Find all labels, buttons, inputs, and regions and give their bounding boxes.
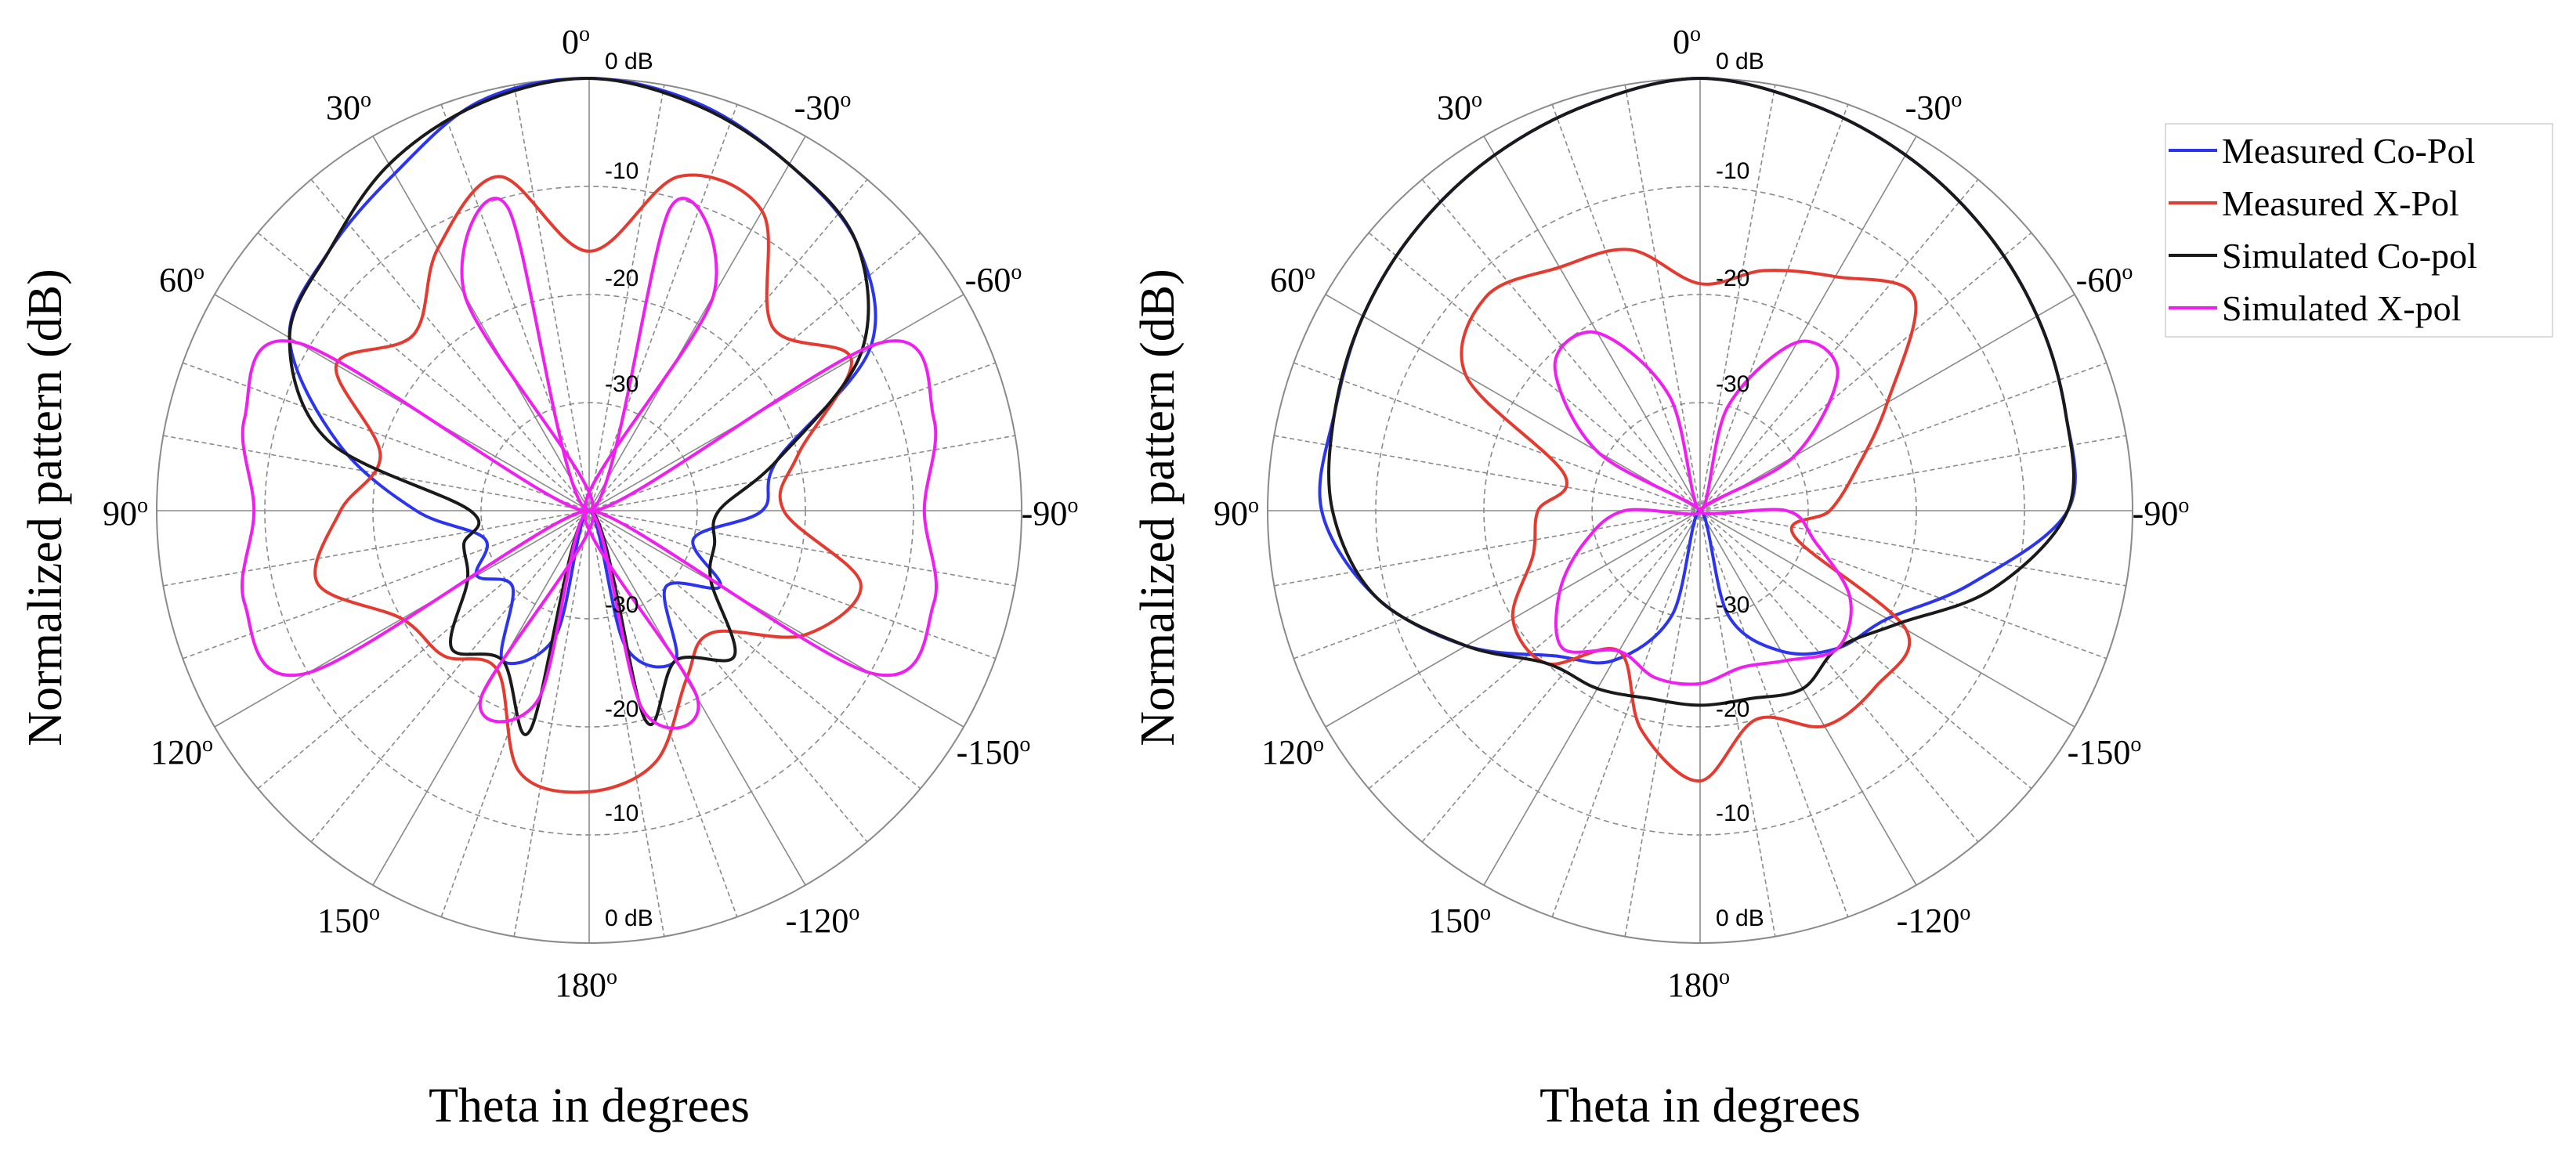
- legend: Measured Co-Pol Measured X-Pol Simulated…: [2165, 123, 2553, 338]
- polar-plot-left: 0 dB -10 -20 -30 -30 -20 -10 0 dB 0o 180…: [19, 22, 1078, 1133]
- angle-label-bottom-left: 150o: [1428, 901, 1491, 940]
- ring-10: [264, 186, 914, 836]
- ring-label-top-2: -20: [1716, 266, 1749, 291]
- angle-label-bottom-right: -120o: [1897, 901, 1971, 940]
- labels-right: 0 dB -10 -20 -30 -30 -20 -10 0 dB 0o 180…: [1131, 22, 2189, 1133]
- angle-label-mid-right: -60o: [2076, 260, 2133, 299]
- angle-label-top: 0o: [1673, 22, 1701, 61]
- legend-label-measured-copol: Measured Co-Pol: [2222, 131, 2475, 171]
- angle-label-upper-left: 30o: [326, 88, 371, 127]
- ring-label-top-3: -30: [605, 371, 639, 397]
- ring-label-top-3: -30: [1716, 371, 1749, 397]
- angle-label-right: -90o: [1022, 493, 1079, 533]
- ring-label-top-0: 0 dB: [605, 49, 653, 74]
- ring-label-top-0: 0 dB: [1716, 49, 1764, 74]
- legend-label-measured-xpol: Measured X-Pol: [2222, 183, 2459, 223]
- angle-label-mid-left: 60o: [1270, 260, 1315, 299]
- angle-label-right: -90o: [2133, 493, 2190, 533]
- angle-label-bottom: 180o: [555, 965, 617, 1004]
- ring-label-bottom-3: 0 dB: [605, 905, 653, 931]
- ring-label-bottom-0: -30: [1716, 592, 1749, 618]
- x-axis-title-right: Theta in degrees: [1539, 1079, 1861, 1133]
- series-line-simulated-xpol: [1553, 330, 1853, 686]
- ring-label-top-1: -10: [605, 158, 639, 184]
- angle-label-left: 90o: [103, 493, 148, 533]
- x-axis-title-left: Theta in degrees: [429, 1079, 750, 1133]
- ring-30: [1591, 402, 1809, 620]
- ring-label-bottom-1: -20: [1716, 696, 1749, 722]
- series-line-simulated-copol: [1327, 77, 2075, 707]
- ring-20: [1483, 294, 1917, 728]
- series-line-measured-xpol: [313, 173, 863, 794]
- angle-label-lower-right: -150o: [2068, 732, 2142, 772]
- ring-label-bottom-1: -20: [605, 696, 639, 722]
- y-axis-title-left: Normalized pattern (dB): [19, 269, 72, 746]
- y-axis-title-right: Normalized pattern (dB): [1131, 269, 1185, 746]
- angle-label-lower-left: 120o: [1261, 732, 1324, 772]
- ring-label-bottom-2: -10: [1716, 800, 1749, 826]
- ring-30: [480, 402, 698, 620]
- angle-label-lower-left: 120o: [150, 732, 213, 772]
- legend-box: [2165, 123, 2553, 338]
- ring-label-top-1: -10: [1716, 158, 1749, 184]
- ring-label-bottom-2: -10: [605, 800, 639, 826]
- labels-left: 0 dB -10 -20 -30 -30 -20 -10 0 dB 0o 180…: [19, 22, 1078, 1133]
- ring-10: [1375, 186, 2025, 836]
- angle-label-top: 0o: [562, 22, 590, 61]
- series-line-simulated-xpol: [241, 197, 938, 730]
- ring-label-bottom-0: -30: [605, 592, 639, 618]
- ring-label-top-2: -20: [605, 266, 639, 291]
- ring-20: [372, 294, 806, 728]
- angle-label-mid-left: 60o: [159, 260, 204, 299]
- legend-label-simulated-xpol: Simulated X-pol: [2222, 288, 2461, 328]
- angle-label-bottom-left: 150o: [317, 901, 380, 940]
- ring-label-bottom-3: 0 dB: [1716, 905, 1764, 931]
- series-group-left: [241, 76, 938, 794]
- angle-label-upper-right: -30o: [794, 88, 852, 127]
- legend-label-simulated-copol: Simulated Co-pol: [2222, 236, 2477, 276]
- angle-label-upper-right: -30o: [1905, 88, 1963, 127]
- polar-plot-right: 0 dB -10 -20 -30 -30 -20 -10 0 dB 0o 180…: [1131, 22, 2189, 1133]
- angle-label-bottom-right: -120o: [786, 901, 860, 940]
- angle-label-left: 90o: [1214, 493, 1259, 533]
- series-line-measured-xpol: [1460, 248, 1918, 783]
- angle-label-bottom: 180o: [1667, 965, 1730, 1004]
- series-group-right: [1318, 77, 2077, 783]
- angle-label-mid-right: -60o: [965, 260, 1022, 299]
- angle-label-lower-right: -150o: [957, 732, 1031, 772]
- angle-label-upper-left: 30o: [1437, 88, 1482, 127]
